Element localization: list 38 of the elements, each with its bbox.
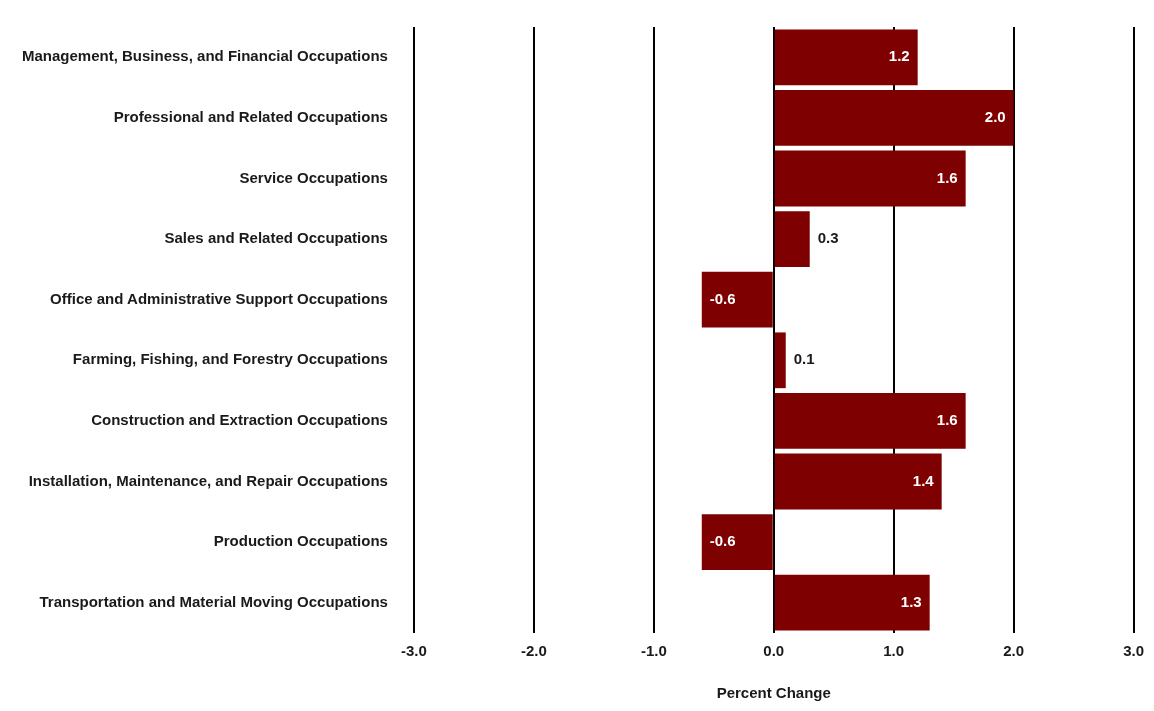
bar xyxy=(774,150,966,207)
data-label: 1.6 xyxy=(936,411,958,429)
data-label: 1.4 xyxy=(912,471,935,489)
x-axis-title: Percent Change xyxy=(716,684,831,702)
y-tick-label: Farming, Fishing, and Forestry Occupations xyxy=(72,350,388,368)
bar xyxy=(774,393,966,449)
bar xyxy=(701,271,773,328)
bar xyxy=(774,211,810,267)
data-label: 1.6 xyxy=(936,168,958,186)
data-label: 0.1 xyxy=(793,350,815,368)
bar xyxy=(774,574,930,631)
x-tick-label: 3.0 xyxy=(1123,642,1144,660)
data-label: 2.0 xyxy=(984,108,1006,126)
bar xyxy=(774,332,786,389)
bar xyxy=(774,29,918,86)
bar xyxy=(774,453,942,510)
x-tick-label: -2.0 xyxy=(520,642,547,660)
y-tick-label: Production Occupations xyxy=(213,532,388,550)
bar xyxy=(701,514,773,570)
x-tick-label: 0.0 xyxy=(763,642,785,660)
y-tick-label: Management, Business, and Financial Occupations xyxy=(22,47,388,65)
data-label: -0.6 xyxy=(709,289,736,307)
y-tick-label: Installation, Maintenance, and Repair Occupations xyxy=(28,471,388,489)
x-tick-label: -1.0 xyxy=(640,642,667,660)
data-label: 0.3 xyxy=(817,229,839,247)
x-tick-label: -3.0 xyxy=(400,642,427,660)
bar xyxy=(774,90,1014,146)
data-label: -0.6 xyxy=(709,532,736,550)
y-tick-label: Office and Administrative Support Occupations xyxy=(50,289,388,307)
y-tick-label: Professional and Related Occupations xyxy=(113,108,388,126)
y-tick-label: Service Occupations xyxy=(239,168,388,186)
data-label: 1.3 xyxy=(900,592,922,610)
x-tick-label: 2.0 xyxy=(1003,642,1025,660)
y-tick-label: Sales and Related Occupations xyxy=(164,229,388,247)
y-tick-label: Construction and Extraction Occupations xyxy=(91,411,388,429)
data-label: 1.2 xyxy=(888,47,910,65)
y-tick-label: Transportation and Material Moving Occupations xyxy=(39,592,388,610)
x-tick-label: 1.0 xyxy=(883,642,905,660)
